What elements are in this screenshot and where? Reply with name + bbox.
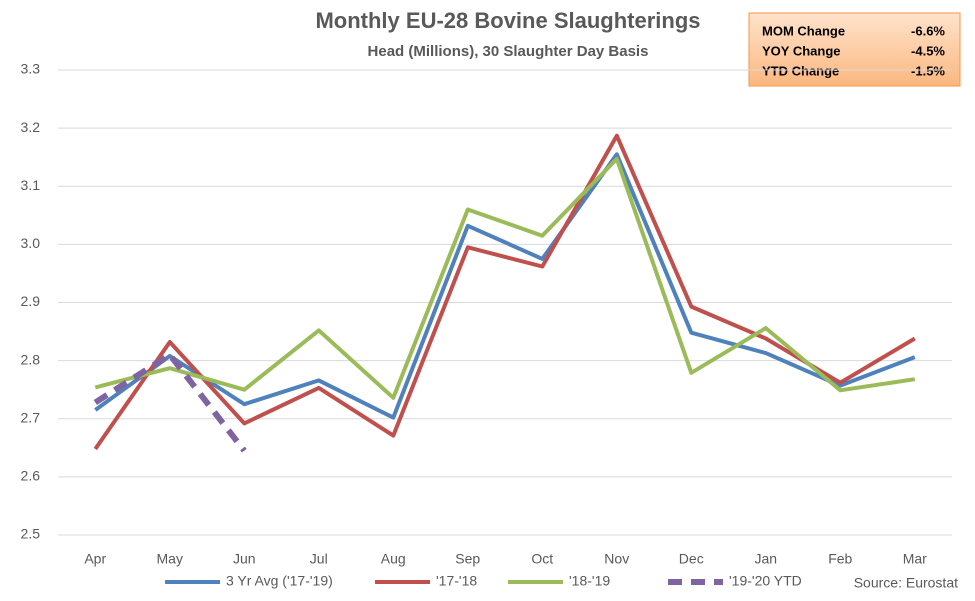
series-line bbox=[94, 152, 916, 420]
y-tick-label: 2.6 bbox=[21, 468, 41, 484]
legend-label: 3 Yr Avg ('17-'19) bbox=[226, 573, 333, 589]
x-tick-label: Aug bbox=[381, 551, 406, 567]
x-tick-label: Jul bbox=[310, 551, 328, 567]
legend-label: '17-'18 bbox=[436, 573, 477, 589]
chart-subtitle: Head (Millions), 30 Slaughter Day Basis bbox=[368, 43, 649, 60]
x-tick-label: Sep bbox=[455, 551, 480, 567]
y-tick-label: 2.5 bbox=[21, 526, 41, 542]
x-tick-label: Jan bbox=[754, 551, 777, 567]
info-value: -1.5% bbox=[911, 63, 945, 78]
info-box-bg bbox=[748, 12, 961, 87]
y-tick-label: 2.9 bbox=[21, 293, 41, 309]
series-line bbox=[93, 133, 916, 451]
x-tick-label: Nov bbox=[604, 551, 629, 567]
info-label: MOM Change bbox=[762, 23, 845, 38]
chart-title: Monthly EU-28 Bovine Slaughterings bbox=[315, 8, 700, 33]
x-tick-label: Feb bbox=[828, 551, 852, 567]
info-value: -6.6% bbox=[911, 23, 945, 38]
x-tick-label: Oct bbox=[531, 551, 553, 567]
y-tick-label: 3.1 bbox=[21, 177, 41, 193]
info-value: -4.5% bbox=[911, 43, 945, 58]
info-label: YTD Change bbox=[762, 63, 839, 78]
y-tick-label: 3.3 bbox=[21, 61, 41, 77]
info-label: YOY Change bbox=[762, 43, 841, 58]
info-box: MOM Change -6.6% YOY Change -4.5% YTD Change… bbox=[748, 12, 961, 87]
y-tick-label: 2.7 bbox=[21, 409, 41, 425]
legend-label: '19-'20 YTD bbox=[729, 573, 802, 589]
x-tick-label: Mar bbox=[903, 551, 927, 567]
y-tick-label: 2.8 bbox=[21, 351, 41, 367]
x-tick-label: May bbox=[157, 551, 183, 567]
series-line bbox=[94, 156, 916, 400]
series-line bbox=[93, 351, 247, 453]
legend-label: '18-'19 bbox=[569, 573, 610, 589]
y-tick-label: 3.2 bbox=[21, 119, 41, 135]
x-tick-label: Jun bbox=[233, 551, 256, 567]
source: Source: Eurostat bbox=[854, 575, 958, 591]
x-tick-label: Apr bbox=[84, 551, 106, 567]
x-tick-label: Dec bbox=[679, 551, 704, 567]
y-tick-label: 3.0 bbox=[21, 235, 41, 251]
